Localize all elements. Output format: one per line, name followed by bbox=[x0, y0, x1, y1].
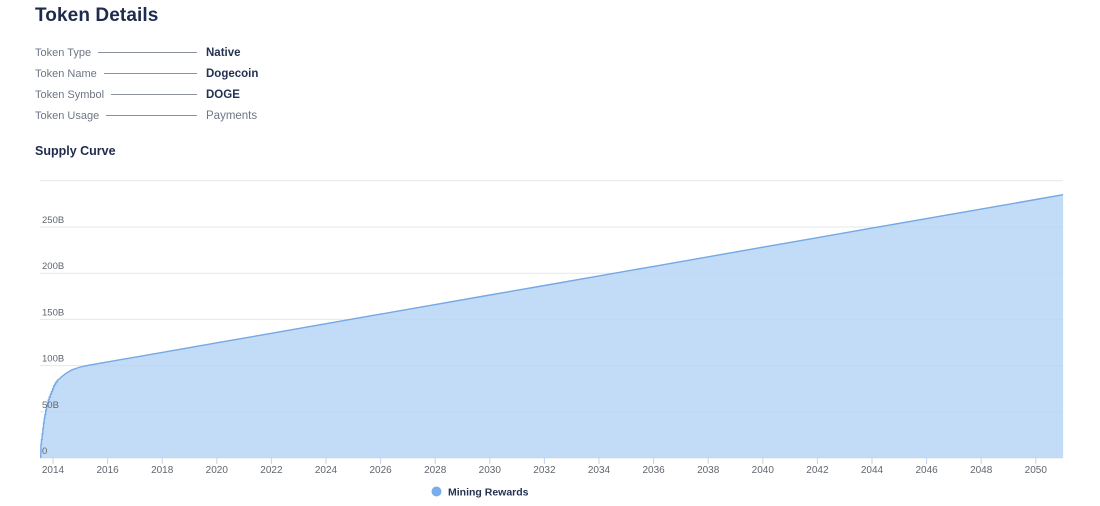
y-axis-label-50B: 50B bbox=[42, 400, 59, 411]
detail-key-zone: Token Name bbox=[35, 68, 197, 80]
mining-rewards-line bbox=[40, 194, 1064, 459]
detail-value: DOGE bbox=[206, 88, 240, 101]
detail-value: Native bbox=[206, 46, 241, 59]
detail-row-token-usage: Token Usage Payments bbox=[35, 105, 355, 126]
y-axis-label-250B: 250B bbox=[42, 215, 64, 226]
leader-line bbox=[106, 115, 197, 116]
detail-key-zone: Token Usage bbox=[35, 110, 197, 122]
leader-line bbox=[111, 94, 197, 95]
detail-label: Token Type bbox=[35, 46, 92, 59]
x-axis-label-2024: 2024 bbox=[315, 465, 338, 476]
x-axis-label-2050: 2050 bbox=[1025, 465, 1048, 476]
legend-label-mining-rewards[interactable]: Mining Rewards bbox=[448, 487, 529, 499]
detail-key-zone: Token Symbol bbox=[35, 89, 197, 101]
x-axis-label-2026: 2026 bbox=[369, 465, 392, 476]
x-axis-label-2042: 2042 bbox=[806, 465, 829, 476]
mining-rewards-area bbox=[40, 194, 1064, 458]
x-axis-label-2040: 2040 bbox=[752, 465, 775, 476]
token-details-list: Token Type Native Token Name Dogecoin To… bbox=[35, 42, 355, 126]
leader-line bbox=[98, 52, 197, 53]
x-axis-label-2016: 2016 bbox=[96, 465, 119, 476]
supply-curve-chart: 2014 2016 2018 2020 2022 2024 2026 2028 2030 2032… bbox=[40, 180, 1064, 499]
x-axis-label-2032: 2032 bbox=[533, 465, 556, 476]
y-axis-label-0: 0 bbox=[42, 446, 47, 457]
page-title: Token Details bbox=[35, 5, 159, 26]
x-axis-label-2020: 2020 bbox=[206, 465, 229, 476]
detail-value: Payments bbox=[206, 109, 258, 122]
detail-row-token-type: Token Type Native bbox=[35, 42, 355, 63]
x-axis-label-2044: 2044 bbox=[861, 465, 884, 476]
x-axis-label-2046: 2046 bbox=[915, 465, 938, 476]
detail-key-zone: Token Type bbox=[35, 47, 197, 59]
x-axis-label-2028: 2028 bbox=[424, 465, 447, 476]
detail-label: Token Name bbox=[35, 67, 97, 80]
x-axis-label-2034: 2034 bbox=[588, 465, 611, 476]
x-axis-label-2030: 2030 bbox=[479, 465, 502, 476]
x-axis-label-2048: 2048 bbox=[970, 465, 993, 476]
x-axis-label-2022: 2022 bbox=[260, 465, 283, 476]
section-title-supply-curve: Supply Curve bbox=[35, 144, 116, 158]
y-axis-label-200B: 200B bbox=[42, 261, 64, 272]
y-axis-label-150B: 150B bbox=[42, 307, 64, 318]
x-axis-label-2014: 2014 bbox=[42, 465, 65, 476]
x-axis-label-2038: 2038 bbox=[697, 465, 720, 476]
detail-row-token-symbol: Token Symbol DOGE bbox=[35, 84, 355, 105]
detail-value: Dogecoin bbox=[206, 67, 259, 80]
detail-label: Token Symbol bbox=[35, 88, 105, 101]
y-axis-label-100B: 100B bbox=[42, 354, 64, 365]
legend-dot-mining-rewards[interactable] bbox=[431, 486, 442, 497]
detail-label: Token Usage bbox=[35, 109, 100, 122]
x-axis-label-2036: 2036 bbox=[642, 465, 665, 476]
detail-row-token-name: Token Name Dogecoin bbox=[35, 63, 355, 84]
leader-line bbox=[103, 73, 197, 74]
x-axis-label-2018: 2018 bbox=[151, 465, 174, 476]
